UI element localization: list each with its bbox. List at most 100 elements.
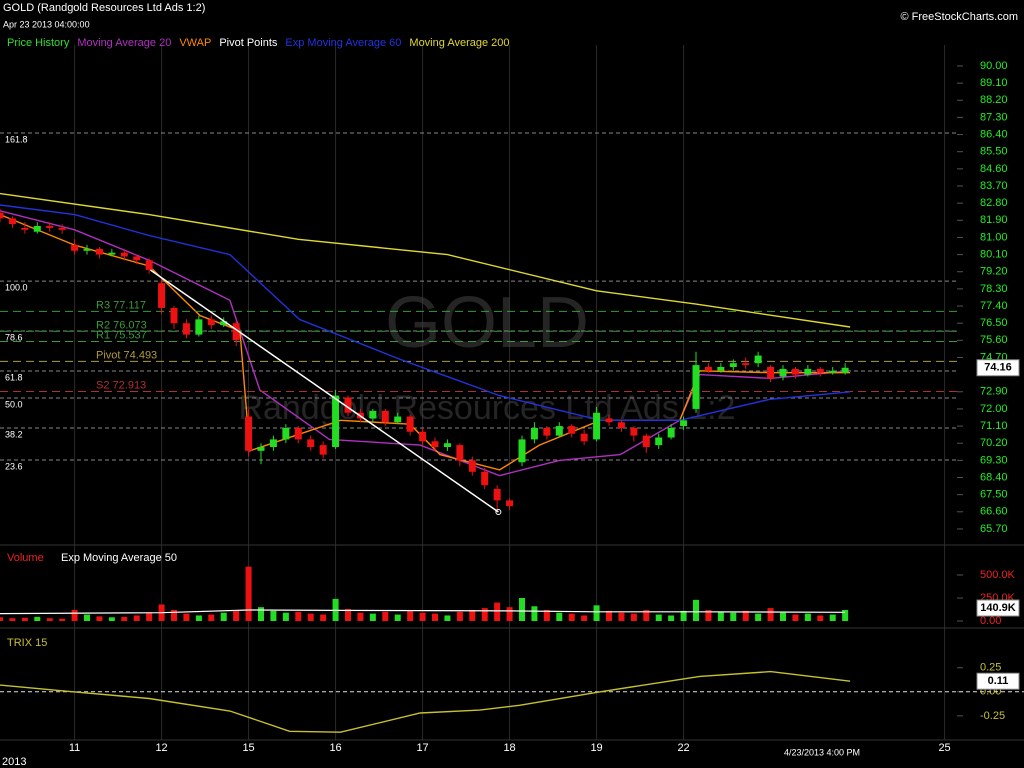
- legend-entry: Price History: [7, 37, 70, 49]
- legend-entry: Pivot Points: [219, 37, 278, 49]
- y-tick-label: 87.30: [980, 111, 1008, 123]
- volume-bar: [233, 610, 240, 621]
- candle-body: [543, 427, 551, 436]
- volume-bar: [84, 614, 90, 621]
- candle-body: [8, 218, 16, 225]
- volume-bar: [481, 608, 488, 621]
- y-tick-label: 75.60: [980, 334, 1008, 346]
- pivot-value: 76.073: [113, 319, 147, 331]
- volume-bar: [817, 615, 824, 621]
- y-tick-label: 0.00: [980, 615, 1001, 627]
- y-tick-label: 65.70: [980, 523, 1008, 535]
- volume-bar: [59, 618, 66, 621]
- pivot-name: Pivot: [96, 349, 120, 361]
- y-tick-label: 68.40: [980, 471, 1008, 483]
- legend-entry: Exp Moving Average 50: [61, 552, 177, 564]
- volume-last-label: 140.9K: [980, 602, 1016, 614]
- candle-body: [717, 366, 725, 371]
- last-price-box: [976, 359, 1020, 377]
- volume-bar: [419, 612, 426, 621]
- candle-body: [282, 427, 290, 440]
- volume-bar: [407, 610, 414, 621]
- x-tick-label: 17: [416, 742, 428, 754]
- y-tick-label: 82.80: [980, 197, 1008, 209]
- trix-last-box: [976, 672, 1020, 690]
- candle-body: [530, 427, 538, 440]
- pivot-name: R1: [96, 329, 110, 341]
- volume-bar: [195, 615, 202, 621]
- volume-bar: [630, 613, 637, 621]
- volume-bar: [307, 613, 314, 621]
- y-tick-label: 66.60: [980, 506, 1008, 518]
- volume-bar: [108, 617, 115, 621]
- volume-bar: [804, 613, 811, 621]
- x-tick-label: 25: [938, 742, 950, 754]
- pivot-label: R1 75.537: [96, 329, 147, 341]
- y-tick-label: 84.60: [980, 163, 1008, 175]
- candle-body: [605, 418, 613, 423]
- candle-body: [71, 245, 79, 251]
- y-tick-label: 72.00: [980, 403, 1008, 415]
- legend-entry: Moving Average 20: [77, 37, 171, 49]
- volume-bar: [258, 607, 264, 621]
- legend-entry: Moving Average 200: [409, 37, 509, 49]
- candle-body: [58, 227, 66, 230]
- volume-bar: [780, 612, 786, 621]
- y-tick-label: 76.50: [980, 317, 1008, 329]
- y-tick-label: 0.25: [980, 662, 1001, 674]
- x-tick-label: 11: [69, 742, 80, 754]
- volume-bar: [581, 615, 588, 621]
- candle-body: [468, 460, 476, 472]
- candle-body: [406, 416, 414, 432]
- pivot-value: 72.913: [113, 379, 147, 391]
- candle-body: [257, 447, 265, 451]
- y-tick-label: 78.30: [980, 283, 1008, 295]
- candle-body: [108, 252, 116, 255]
- candle-body: [568, 426, 576, 434]
- candle-body: [642, 435, 650, 448]
- volume-bar: [543, 609, 550, 621]
- candle-body: [332, 395, 340, 448]
- volume-bar: [208, 614, 215, 621]
- volume-bar: [506, 607, 513, 621]
- volume-bar: [680, 610, 687, 621]
- pivot-label: R2 76.073: [96, 319, 147, 331]
- y-tick-label: 88.20: [980, 94, 1008, 106]
- trendline-end: [495, 508, 502, 515]
- volume-bar: [0, 617, 3, 621]
- candle-body: [158, 283, 166, 308]
- candle-body: [767, 366, 775, 379]
- candle-body: [493, 488, 501, 501]
- volume-bar: [829, 614, 836, 621]
- candle-body: [21, 227, 29, 230]
- candle-body: [816, 368, 824, 373]
- volume-bar: [643, 609, 650, 621]
- y-tick-label: 500.0K: [980, 569, 1016, 581]
- candle-body: [120, 252, 128, 257]
- y-tick-label: 70.20: [980, 437, 1008, 449]
- candle-body: [245, 416, 253, 451]
- pivot-label: S2 72.913: [96, 379, 146, 391]
- volume-bar: [295, 611, 302, 621]
- candle-body: [729, 363, 737, 367]
- trendline: [149, 269, 499, 513]
- candle-body: [580, 433, 588, 442]
- volume-bar: [270, 610, 277, 621]
- candle-body: [294, 427, 302, 440]
- legend-entry: VWAP: [179, 37, 211, 49]
- pivot-name: S2: [96, 379, 109, 391]
- x-tick-label: 15: [242, 742, 254, 754]
- y-tick-label: 89.10: [980, 77, 1008, 89]
- candle-body: [506, 500, 514, 507]
- watermark: GOLD: [385, 283, 589, 363]
- candle-body: [742, 363, 750, 366]
- y-tick-label: 72.90: [980, 386, 1008, 398]
- volume-ema-line: [0, 609, 846, 615]
- candle-body: [182, 323, 190, 335]
- candle-body: [145, 260, 153, 270]
- volume-bar: [369, 613, 376, 621]
- pivot-value: 74.493: [124, 349, 158, 361]
- volume-bar: [96, 616, 103, 621]
- volume-bar: [220, 612, 227, 621]
